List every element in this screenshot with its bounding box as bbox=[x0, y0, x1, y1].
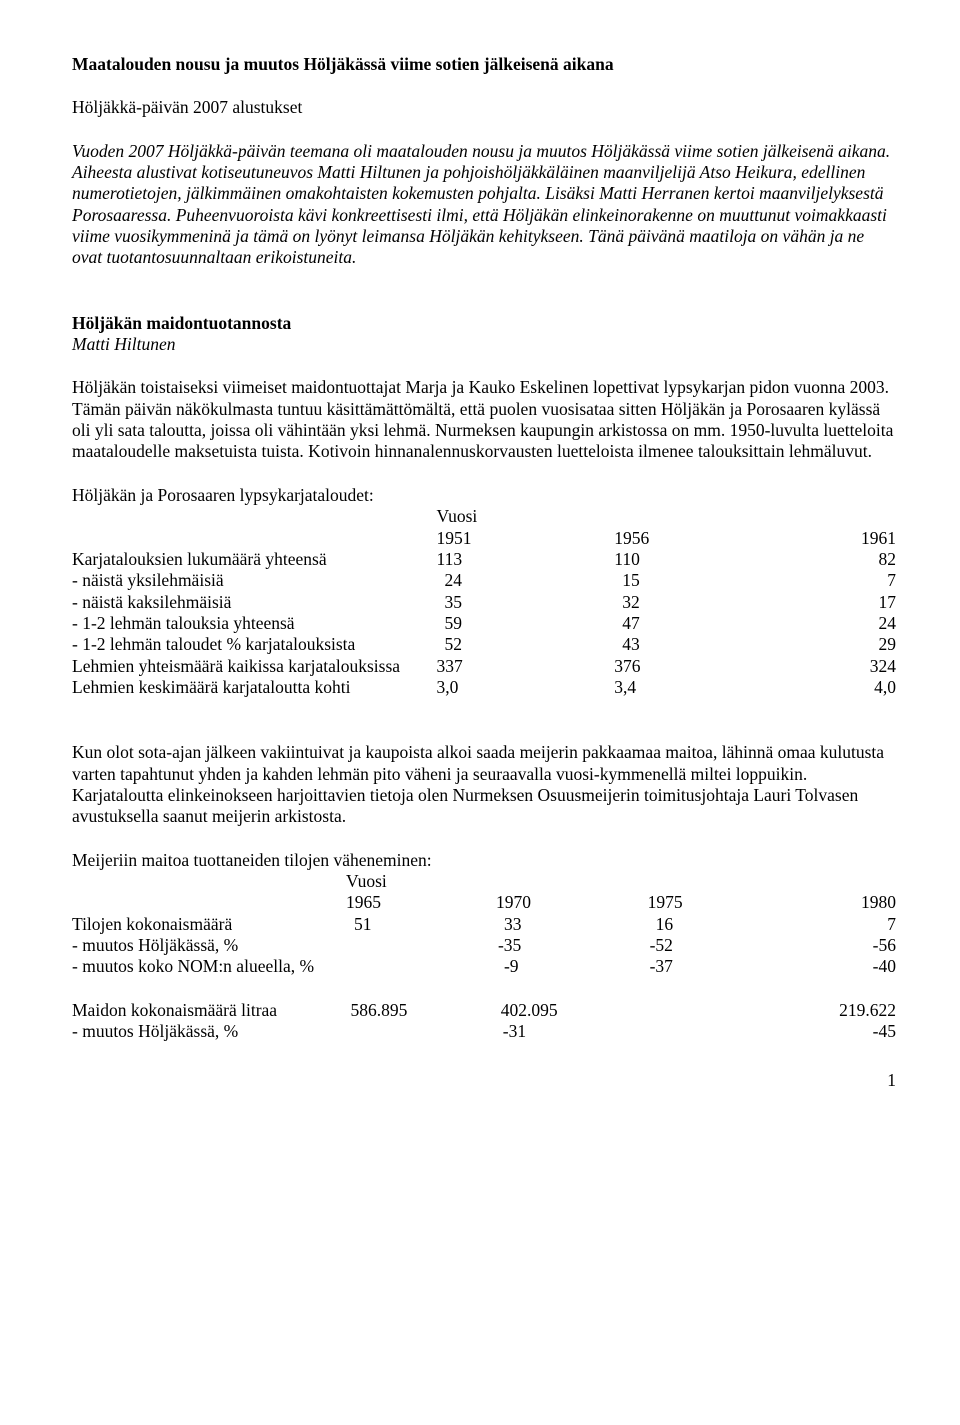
cell: 402.095 bbox=[501, 1000, 653, 1021]
table-row: - näistä kaksilehmäisiä 35 32 17 bbox=[72, 592, 896, 613]
section-heading: Höljäkän maidontuotannosta bbox=[72, 313, 896, 334]
cell: 113 bbox=[437, 549, 615, 570]
cell: 586.895 bbox=[351, 1000, 501, 1021]
table2-title: Meijeriin maitoa tuottaneiden tilojen vä… bbox=[72, 850, 896, 871]
cell: 29 bbox=[793, 634, 896, 655]
section-author: Matti Hiltunen bbox=[72, 334, 896, 355]
cell: 24 bbox=[793, 613, 896, 634]
cell: 32 bbox=[614, 592, 793, 613]
cell: -37 bbox=[648, 956, 800, 977]
table-row: - muutos koko NOM:n alueella, % -9 -37 -… bbox=[72, 956, 896, 977]
vuosi-label: Vuosi bbox=[437, 506, 615, 527]
table-row: Lehmien yhteismäärä kaikissa karjatalouk… bbox=[72, 656, 896, 677]
row-label: Maidon kokonaismäärä litraa bbox=[72, 1000, 351, 1021]
cell: -56 bbox=[799, 935, 896, 956]
cell: -45 bbox=[794, 1021, 896, 1042]
year-cell: 1975 bbox=[648, 892, 800, 913]
row-label: - näistä kaksilehmäisiä bbox=[72, 592, 437, 613]
cell: 376 bbox=[614, 656, 793, 677]
section-heading-block: Höljäkän maidontuotannosta Matti Hiltune… bbox=[72, 313, 896, 356]
cell: 4,0 bbox=[793, 677, 896, 698]
page-title: Maatalouden nousu ja muutos Höljäkässä v… bbox=[72, 54, 896, 75]
table-row: - muutos Höljäkässä, % -31 -45 bbox=[72, 1021, 896, 1042]
table-row: Karjatalouksien lukumäärä yhteensä 113 1… bbox=[72, 549, 896, 570]
cell: 43 bbox=[614, 634, 793, 655]
table-row: 1965 1970 1975 1980 bbox=[72, 892, 896, 913]
cell bbox=[346, 935, 496, 956]
cell: 35 bbox=[437, 592, 615, 613]
cell: 337 bbox=[437, 656, 615, 677]
cell bbox=[653, 1000, 794, 1021]
cell: 82 bbox=[793, 549, 896, 570]
year-cell: 1965 bbox=[346, 892, 496, 913]
table-row: Vuosi bbox=[72, 506, 896, 527]
cell: 219.622 bbox=[794, 1000, 896, 1021]
row-label: Tilojen kokonaismäärä bbox=[72, 914, 346, 935]
year-cell: 1970 bbox=[496, 892, 648, 913]
row-label: Karjatalouksien lukumäärä yhteensä bbox=[72, 549, 437, 570]
cell: 59 bbox=[437, 613, 615, 634]
cell: -40 bbox=[799, 956, 896, 977]
intro-paragraph: Vuoden 2007 Höljäkkä-päivän teemana oli … bbox=[72, 141, 896, 269]
cell: 47 bbox=[614, 613, 793, 634]
cell: 3,0 bbox=[437, 677, 615, 698]
table-1: Vuosi 1951 1956 1961 Karjatalouksien luk… bbox=[72, 506, 896, 698]
cell: -9 bbox=[496, 956, 648, 977]
table-2b: Maidon kokonaismäärä litraa 586.895 402.… bbox=[72, 1000, 896, 1043]
cell: 52 bbox=[437, 634, 615, 655]
cell: 110 bbox=[614, 549, 793, 570]
subtitle: Höljäkkä-päivän 2007 alustukset bbox=[72, 97, 896, 118]
cell: 3,4 bbox=[614, 677, 793, 698]
cell: -52 bbox=[648, 935, 800, 956]
vuosi-label: Vuosi bbox=[346, 871, 496, 892]
row-label: - muutos Höljäkässä, % bbox=[72, 1021, 351, 1042]
table-2: Vuosi 1965 1970 1975 1980 Tilojen kokona… bbox=[72, 871, 896, 978]
section1-p1: Höljäkän toistaiseksi viimeiset maidontu… bbox=[72, 377, 896, 462]
cell: 24 bbox=[437, 570, 615, 591]
table-row: - 1-2 lehmän talouksia yhteensä 59 47 24 bbox=[72, 613, 896, 634]
cell bbox=[653, 1021, 794, 1042]
row-label: - muutos koko NOM:n alueella, % bbox=[72, 956, 346, 977]
page-number: 1 bbox=[72, 1070, 896, 1091]
row-label: - 1-2 lehmän talouksia yhteensä bbox=[72, 613, 437, 634]
table-row: Maidon kokonaismäärä litraa 586.895 402.… bbox=[72, 1000, 896, 1021]
cell: 33 bbox=[496, 914, 648, 935]
table-row: - muutos Höljäkässä, % -35 -52 -56 bbox=[72, 935, 896, 956]
row-label: Lehmien yhteismäärä kaikissa karjatalouk… bbox=[72, 656, 437, 677]
row-label: Lehmien keskimäärä karjataloutta kohti bbox=[72, 677, 437, 698]
row-label: - näistä yksilehmäisiä bbox=[72, 570, 437, 591]
year-cell: 1961 bbox=[793, 528, 896, 549]
table-row: Lehmien keskimäärä karjataloutta kohti 3… bbox=[72, 677, 896, 698]
cell bbox=[346, 956, 496, 977]
table-row: Tilojen kokonaismäärä 51 33 16 7 bbox=[72, 914, 896, 935]
cell: 7 bbox=[793, 570, 896, 591]
row-label: - muutos Höljäkässä, % bbox=[72, 935, 346, 956]
year-cell: 1980 bbox=[799, 892, 896, 913]
table-row: 1951 1956 1961 bbox=[72, 528, 896, 549]
section1-p2: Kun olot sota-ajan jälkeen vakiintuivat … bbox=[72, 742, 896, 827]
cell: 7 bbox=[799, 914, 896, 935]
cell: 17 bbox=[793, 592, 896, 613]
table-row: - näistä yksilehmäisiä 24 15 7 bbox=[72, 570, 896, 591]
table1-title: Höljäkän ja Porosaaren lypsykarjataloude… bbox=[72, 485, 896, 506]
table-row: Vuosi bbox=[72, 871, 896, 892]
cell: -31 bbox=[501, 1021, 653, 1042]
cell: 15 bbox=[614, 570, 793, 591]
cell: 51 bbox=[346, 914, 496, 935]
row-label: - 1-2 lehmän taloudet % karjatalouksista bbox=[72, 634, 437, 655]
cell: 324 bbox=[793, 656, 896, 677]
cell bbox=[351, 1021, 501, 1042]
cell: -35 bbox=[496, 935, 648, 956]
cell: 16 bbox=[648, 914, 800, 935]
table-row: - 1-2 lehmän taloudet % karjatalouksista… bbox=[72, 634, 896, 655]
year-cell: 1951 bbox=[437, 528, 615, 549]
year-cell: 1956 bbox=[614, 528, 793, 549]
